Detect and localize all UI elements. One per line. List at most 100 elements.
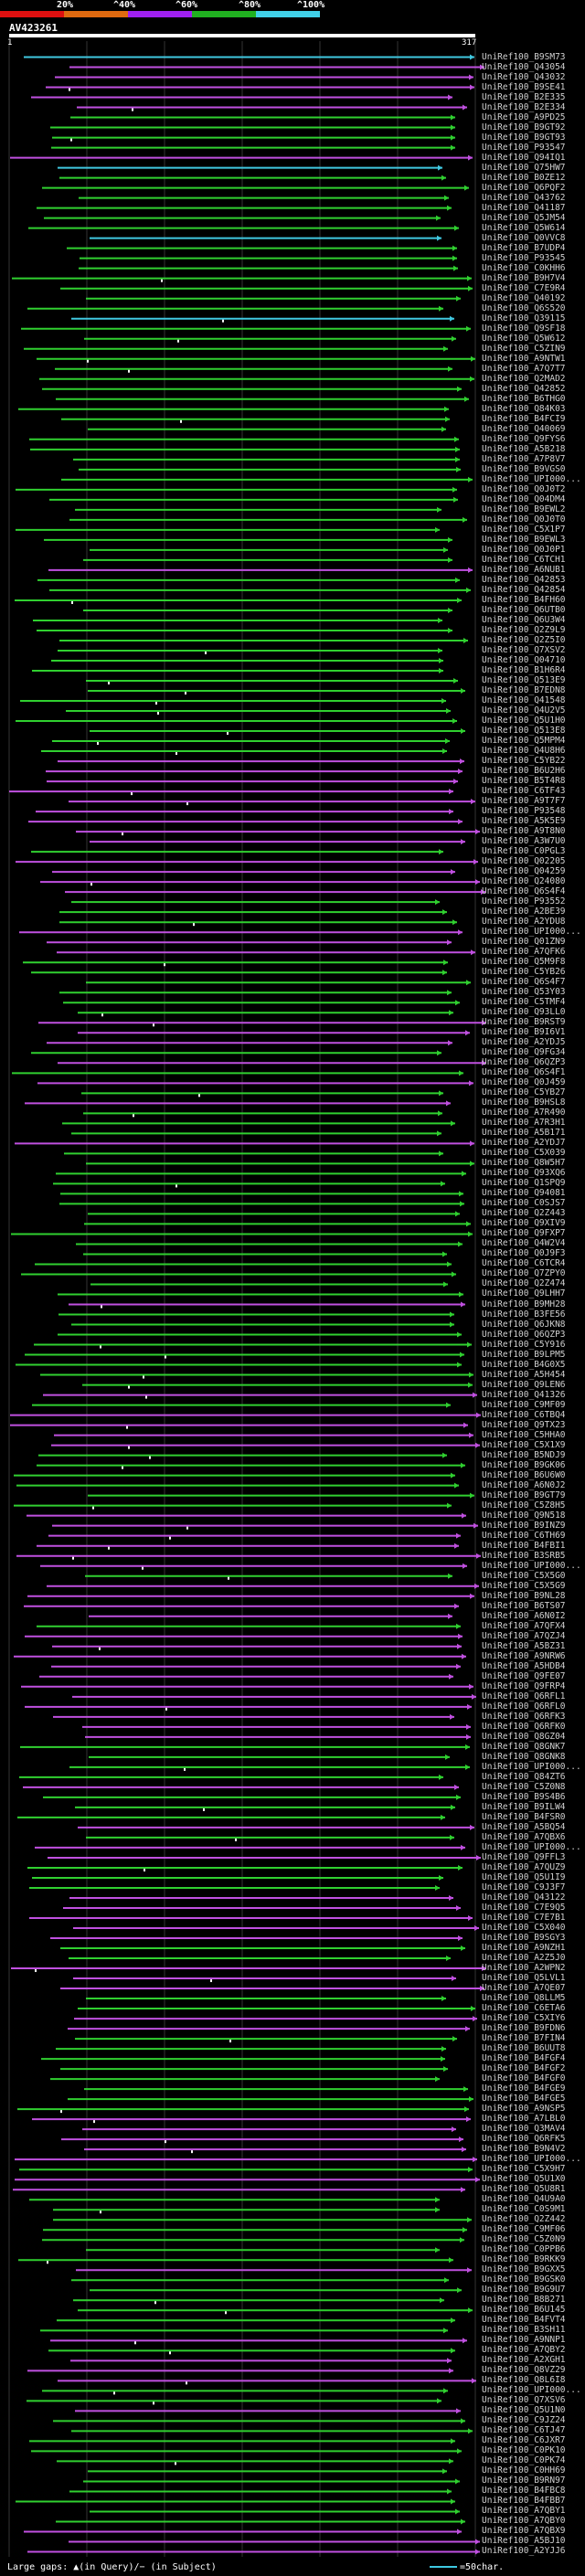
hit-alignment-69[interactable] — [41, 748, 447, 756]
hit-alignment-215[interactable] — [53, 2217, 472, 2223]
hit-label[interactable]: UniRef100_Q4U9A0 — [482, 2194, 566, 2205]
hit-label[interactable]: UniRef100_Q43762 — [482, 192, 566, 203]
hit-alignment-163[interactable] — [72, 1693, 476, 1700]
hit-alignment-150[interactable] — [40, 1563, 467, 1570]
hit-alignment-140[interactable] — [37, 1462, 465, 1469]
hit-label[interactable]: UniRef100_Q43122 — [482, 1892, 566, 1903]
hit-alignment-212[interactable] — [13, 2187, 465, 2193]
hit-label[interactable]: UniRef100_Q84ZT6 — [482, 1771, 566, 1782]
hit-alignment-175[interactable] — [17, 1814, 445, 1820]
hit-alignment-136[interactable] — [10, 1422, 468, 1429]
hit-label[interactable]: UniRef100_C5YB27 — [482, 1087, 566, 1098]
hit-alignment-34[interactable] — [56, 396, 469, 402]
hit-label[interactable]: UniRef100_C7E9Q5 — [482, 1902, 566, 1913]
hit-alignment-49[interactable] — [90, 546, 448, 553]
hit-alignment-73[interactable] — [9, 789, 453, 796]
hit-label[interactable]: UniRef100_UPI000... — [482, 1761, 581, 1772]
hit-alignment-75[interactable] — [36, 809, 453, 815]
hit-label[interactable]: UniRef100_Q42854 — [482, 584, 566, 595]
hit-alignment-199[interactable] — [41, 2056, 445, 2062]
hit-alignment-198[interactable] — [56, 2046, 446, 2052]
hit-label[interactable]: UniRef100_A7QUZ9 — [482, 1861, 566, 1872]
hit-label[interactable]: UniRef100_A5BJ10 — [482, 2536, 566, 2547]
hit-alignment-201[interactable] — [50, 2076, 440, 2083]
hit-label[interactable]: UniRef100_UPI000... — [482, 1560, 581, 1571]
hit-alignment-99[interactable] — [31, 1050, 441, 1056]
hit-label[interactable]: UniRef100_Q5W614 — [482, 222, 566, 233]
hit-label[interactable]: UniRef100_Q9FE07 — [482, 1670, 566, 1681]
hit-alignment-83[interactable] — [65, 889, 485, 896]
hit-label[interactable]: UniRef100_Q6S4F7 — [482, 977, 566, 988]
hit-label[interactable]: UniRef100_C9JZ24 — [482, 2415, 566, 2426]
hit-label[interactable]: UniRef100_A7QFX4 — [482, 1620, 566, 1631]
hit-alignment-138[interactable] — [51, 1442, 480, 1449]
hit-label[interactable]: UniRef100_C5X1X9 — [482, 1439, 566, 1450]
hit-label[interactable]: UniRef100_C5X9H7 — [482, 2164, 566, 2175]
hit-alignment-124[interactable] — [69, 1301, 465, 1309]
hit-alignment-155[interactable] — [89, 1613, 452, 1619]
hit-label[interactable]: UniRef100_C6TJ47 — [482, 2425, 566, 2436]
hit-alignment-231[interactable] — [58, 2378, 476, 2385]
hit-label[interactable]: UniRef100_C0S9M1 — [482, 2204, 566, 2215]
hit-alignment-229[interactable] — [70, 2358, 452, 2364]
hit-alignment-94[interactable] — [63, 1000, 460, 1006]
hit-alignment-154[interactable] — [24, 1603, 459, 1609]
hit-alignment-11[interactable] — [58, 164, 442, 171]
hit-label[interactable]: UniRef100_B9EWL2 — [482, 504, 566, 514]
hit-label[interactable]: UniRef100_Q2Z9L9 — [482, 624, 566, 635]
hit-alignment-169[interactable] — [89, 1754, 450, 1760]
hit-label[interactable]: UniRef100_Q9XIV9 — [482, 1218, 566, 1229]
hit-label[interactable]: UniRef100_B4FGF4 — [482, 2053, 566, 2064]
hit-label[interactable]: UniRef100_B9EWL3 — [482, 534, 566, 545]
hit-label[interactable]: UniRef100_C0SJS7 — [482, 1198, 566, 1209]
hit-alignment-82[interactable] — [40, 879, 480, 886]
hit-label[interactable]: UniRef100_C6TF43 — [482, 786, 566, 797]
hit-alignment-193[interactable] — [86, 1996, 446, 2002]
hit-alignment-235[interactable] — [53, 2418, 465, 2424]
hit-label[interactable]: UniRef100_B9NL28 — [482, 1590, 566, 1601]
hit-label[interactable]: UniRef100_B4FGF0 — [482, 2073, 566, 2084]
hit-alignment-221[interactable] — [71, 2277, 449, 2284]
hit-alignment-7[interactable] — [50, 124, 455, 131]
hit-label[interactable]: UniRef100_A5B171 — [482, 1128, 566, 1139]
hit-alignment-110[interactable] — [86, 1161, 474, 1167]
hit-label[interactable]: UniRef100_A9NZH1 — [482, 1943, 566, 1953]
hit-label[interactable]: UniRef100_P93548 — [482, 806, 566, 817]
hit-alignment-46[interactable] — [69, 516, 467, 523]
hit-alignment-126[interactable] — [71, 1321, 454, 1328]
hit-label[interactable]: UniRef100_B4FH60 — [482, 594, 566, 605]
hit-label[interactable]: UniRef100_B4FBC8 — [482, 2486, 566, 2496]
hit-alignment-48[interactable] — [44, 536, 452, 543]
hit-label[interactable]: UniRef100_B4FSR0 — [482, 1811, 566, 1822]
hit-label[interactable]: UniRef100_A2WPN2 — [482, 1963, 566, 1974]
hit-alignment-108[interactable] — [15, 1140, 474, 1147]
hit-alignment-125[interactable] — [58, 1311, 454, 1318]
hit-alignment-181[interactable] — [32, 1874, 443, 1881]
hit-label[interactable]: UniRef100_Q5M9F8 — [482, 957, 566, 968]
hit-label[interactable]: UniRef100_Q9FFL3 — [482, 1851, 566, 1862]
hit-label[interactable]: UniRef100_B9GSK0 — [482, 2274, 566, 2285]
hit-label[interactable]: UniRef100_B2E335 — [482, 91, 566, 102]
hit-alignment-43[interactable] — [16, 486, 457, 493]
hit-label[interactable]: UniRef100_Q2MAD2 — [482, 373, 566, 384]
hit-alignment-177[interactable] — [86, 1834, 454, 1841]
hit-label[interactable]: UniRef100_B4FCI9 — [482, 413, 566, 424]
hit-label[interactable]: UniRef100_A7P8V7 — [482, 453, 566, 464]
hit-alignment-153[interactable] — [27, 1593, 474, 1599]
hit-alignment-2[interactable] — [55, 74, 473, 80]
hit-label[interactable]: UniRef100_Q93LL0 — [482, 1007, 566, 1018]
hit-alignment-84[interactable] — [71, 899, 440, 906]
hit-alignment-114[interactable] — [59, 1201, 464, 1207]
hit-alignment-24[interactable] — [86, 295, 461, 302]
hit-alignment-151[interactable] — [85, 1573, 452, 1580]
hit-alignment-47[interactable] — [16, 526, 440, 533]
hit-alignment-76[interactable] — [28, 819, 463, 825]
hit-alignment-184[interactable] — [63, 1904, 461, 1911]
hit-alignment-247[interactable] — [69, 2539, 480, 2545]
hit-alignment-87[interactable] — [19, 929, 463, 936]
hit-label[interactable]: UniRef100_A7QBX6 — [482, 1831, 566, 1842]
hit-alignment-192[interactable] — [60, 1986, 484, 1992]
hit-label[interactable]: UniRef100_A7QFK6 — [482, 947, 566, 958]
hit-label[interactable]: UniRef100_Q0J0P1 — [482, 544, 566, 555]
hit-alignment-147[interactable] — [48, 1532, 461, 1540]
